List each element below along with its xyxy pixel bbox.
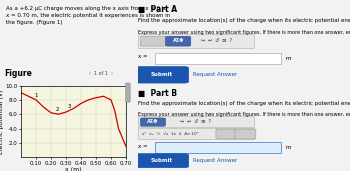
FancyBboxPatch shape xyxy=(235,129,256,139)
Text: ↪  ↩  ↺  ✉  ?: ↪ ↩ ↺ ✉ ? xyxy=(201,38,232,43)
X-axis label: x (m): x (m) xyxy=(65,167,82,171)
Text: m: m xyxy=(285,56,291,61)
FancyBboxPatch shape xyxy=(134,154,189,168)
Text: 1: 1 xyxy=(34,93,38,98)
FancyBboxPatch shape xyxy=(140,118,166,126)
Text: 3: 3 xyxy=(67,104,71,109)
Text: Find the approximate location(s) of the charge when its electric potential energ: Find the approximate location(s) of the … xyxy=(138,100,350,106)
FancyBboxPatch shape xyxy=(126,83,130,102)
Text: ‹  1 of 1  ›: ‹ 1 of 1 › xyxy=(89,71,113,76)
Text: Request Answer: Request Answer xyxy=(193,158,237,163)
Text: ↪  ↩  ↺  ✉  ?: ↪ ↩ ↺ ✉ ? xyxy=(180,119,211,124)
Text: Submit: Submit xyxy=(150,72,173,77)
FancyBboxPatch shape xyxy=(138,34,254,48)
FancyBboxPatch shape xyxy=(216,129,237,139)
FancyBboxPatch shape xyxy=(138,128,254,139)
Text: ■  Part B: ■ Part B xyxy=(138,89,177,98)
Y-axis label: Electric potential (V): Electric potential (V) xyxy=(0,89,4,154)
Text: AΣΦ: AΣΦ xyxy=(173,38,184,43)
FancyBboxPatch shape xyxy=(155,53,281,64)
Text: Express your answer using two significant figures. If there is more than one ans: Express your answer using two significan… xyxy=(138,112,350,117)
Text: Submit: Submit xyxy=(150,158,173,163)
FancyBboxPatch shape xyxy=(134,67,189,83)
Text: x²  x₂  ½  √x  †x  x̅  Δx·10ⁿ: x² x₂ ½ √x †x x̅ Δx·10ⁿ xyxy=(142,132,199,136)
FancyBboxPatch shape xyxy=(166,36,191,46)
Text: Express your answer using two significant figures. If there is more than one ans: Express your answer using two significan… xyxy=(138,30,350,35)
Text: As a +6.2 μC charge moves along the x axis from x = 0 to
x = 0.70 m, the electri: As a +6.2 μC charge moves along the x ax… xyxy=(6,6,170,25)
Text: Request Answer: Request Answer xyxy=(193,72,237,77)
Text: x =: x = xyxy=(138,144,148,149)
FancyBboxPatch shape xyxy=(138,116,254,127)
FancyBboxPatch shape xyxy=(140,36,166,46)
Text: ■  Part A: ■ Part A xyxy=(138,5,177,14)
Text: 2: 2 xyxy=(56,107,60,112)
Text: m: m xyxy=(285,145,291,150)
Text: Figure: Figure xyxy=(5,69,32,78)
FancyBboxPatch shape xyxy=(155,142,281,153)
Text: Find the approximate location(s) of the charge when its electric potential energ: Find the approximate location(s) of the … xyxy=(138,17,350,23)
Text: x =: x = xyxy=(138,54,148,59)
Text: AΣΦ: AΣΦ xyxy=(147,119,159,124)
